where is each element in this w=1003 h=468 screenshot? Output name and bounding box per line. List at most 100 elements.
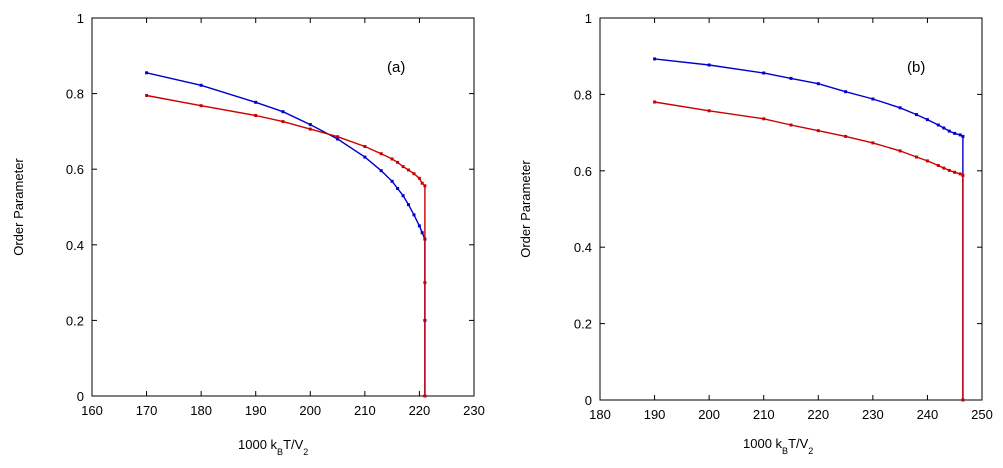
data-point-a-0-3 [281,110,285,114]
y-tick-label-a-5: 1 [77,11,84,26]
data-point-b-0-5 [844,90,848,94]
data-point-a-0-7 [379,169,383,173]
y-tick-label-b-0: 0 [585,393,592,408]
data-point-b-1-9 [925,159,929,163]
data-point-a-0-14 [420,231,424,235]
data-point-a-1-11 [407,168,410,172]
x-axis-label-sub1-b: B [782,446,788,456]
data-point-a-1-16 [423,281,427,285]
chart-panel-b: 180 190 200 210 220 230 240 250 0 0.2 0.4 0.6 0.8 1 (… [518,11,993,456]
x-tick-label-b-2: 200 [698,407,720,422]
data-point-a-0-10 [401,194,405,198]
data-point-a-0-2 [254,100,258,104]
data-point-b-0-14 [958,133,962,137]
data-point-a-1-7 [379,152,383,156]
data-point-b-0-11 [942,126,946,130]
data-point-b-0-10 [936,123,940,127]
panel-label-b: (b) [907,59,925,76]
data-point-a-1-4 [308,127,312,131]
x-tick-label-a-2: 180 [190,403,212,418]
data-point-a-1-5 [336,135,340,139]
data-point-b-1-16 [961,398,965,402]
x-tick-label-b-3: 210 [753,407,775,422]
y-axis-label-b: Order Parameter [518,160,533,258]
data-point-a-0-8 [390,179,394,183]
x-tick-label-b-4: 220 [807,407,829,422]
y-tick-label-b-5: 1 [585,11,592,26]
x-axis-label-sub2-b: 2 [808,446,813,456]
tick-labels-a: 160 170 180 190 200 210 220 230 0 0.2 0.4 0.6 0.8 1 [66,11,485,418]
series-lines-b [653,57,965,402]
series-lines-a [145,71,427,398]
data-point-a-1-6 [363,145,367,148]
data-point-b-0-4 [816,82,820,86]
y-axis-label-a: Order Parameter [11,158,26,256]
y-tick-label-a-2: 0.4 [66,238,84,253]
data-point-a-1-14 [420,181,424,185]
data-point-b-1-3 [789,123,793,127]
data-point-b-1-13 [953,170,957,174]
data-point-a-0-4 [308,123,312,127]
data-point-a-1-10 [401,165,405,169]
x-axis-label-sub2-a: 2 [303,447,308,457]
data-point-b-0-13 [953,131,957,135]
data-point-a-0-5 [336,137,340,141]
data-point-a-1-13 [417,176,421,180]
y-tick-label-a-4: 0.8 [66,87,84,102]
ticks-b [599,17,983,401]
x-tick-label-b-6: 240 [917,407,939,422]
data-point-a-0-12 [412,213,416,217]
data-point-b-0-2 [762,71,766,75]
data-point-b-0-9 [925,118,929,122]
data-point-b-0-8 [915,113,918,117]
y-tick-label-b-4: 0.8 [574,87,592,102]
x-axis-label-a: 1000 kBT/V2 [238,437,308,457]
y-tick-label-b-1: 0.2 [574,317,592,332]
data-point-b-1-7 [898,149,902,153]
data-point-a-1-9 [396,160,400,164]
data-point-a-0-0 [145,71,149,75]
data-point-b-0-6 [871,97,875,101]
x-tick-label-a-3: 190 [245,403,267,418]
y-tick-label-b-3: 0.6 [574,164,592,179]
data-point-b-1-1 [707,109,711,113]
x-tick-label-a-5: 210 [354,403,376,418]
x-axis-label-main-a: 1000 k [238,437,278,452]
data-point-b-1-12 [947,168,951,172]
x-tick-label-a-1: 170 [136,403,158,418]
plot-frame-b [599,17,983,401]
data-point-a-1-15 [423,184,427,188]
x-tick-label-a-6: 220 [409,403,431,418]
data-point-a-1-1 [199,104,203,108]
data-point-a-0-13 [417,224,421,228]
data-point-b-1-15 [961,173,965,177]
data-point-a-0-1 [199,83,203,87]
series-line-b-1 [654,101,964,400]
x-tick-label-a-4: 200 [299,403,321,418]
x-tick-label-b-5: 230 [862,407,884,422]
data-point-b-1-10 [936,164,940,167]
data-point-b-0-3 [789,76,793,80]
x-axis-label-b: 1000 kBT/V2 [743,436,813,456]
x-axis-label-mid-a: T/V [283,437,304,452]
data-point-a-1-3 [281,120,285,124]
data-point-a-0-11 [407,203,410,207]
x-tick-label-b-7: 250 [971,407,993,422]
x-tick-label-b-1: 190 [644,407,666,422]
x-tick-label-b-0: 180 [589,407,611,422]
ticks-a [91,17,475,397]
data-point-b-0-1 [707,63,711,67]
data-point-a-1-0 [145,94,149,97]
x-axis-label-main-b: 1000 k [743,436,783,451]
data-point-a-1-2 [254,114,258,117]
data-point-b-0-12 [947,129,951,133]
x-axis-label-sub1-a: B [277,447,283,457]
data-point-b-1-4 [816,129,820,133]
data-point-b-1-5 [844,134,848,138]
x-tick-label-a-0: 160 [81,403,103,418]
y-tick-label-a-0: 0 [77,389,84,404]
data-point-a-1-12 [412,172,416,176]
data-point-b-0-15 [961,134,965,138]
data-point-a-0-9 [396,187,400,190]
tick-labels-b: 180 190 200 210 220 230 240 250 0 0.2 0.4 0.6 0.8 1 [574,11,993,422]
